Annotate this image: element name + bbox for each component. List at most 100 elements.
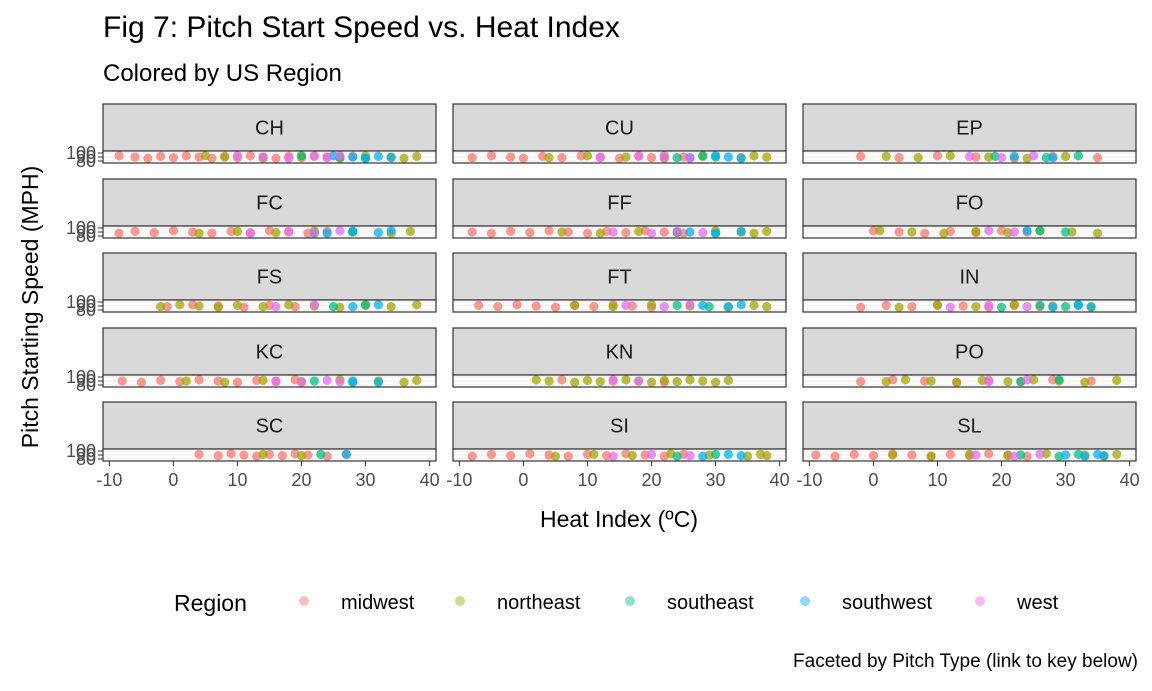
facet-panel-border bbox=[802, 374, 1137, 388]
point-midwest bbox=[194, 375, 204, 385]
legend: Region midwest northeast southeast southwes… bbox=[174, 590, 1059, 616]
point-midwest bbox=[252, 375, 262, 385]
facet-label-si: SI bbox=[610, 416, 629, 438]
y-tick-label: 100 bbox=[66, 367, 96, 387]
point-southeast bbox=[1041, 153, 1051, 163]
point-midwest bbox=[239, 450, 249, 460]
point-west bbox=[322, 375, 332, 385]
chart-subtitle: Colored by US Region bbox=[103, 60, 342, 87]
facet-label-kc: KC bbox=[256, 342, 284, 364]
facet-strip-fo bbox=[802, 178, 1137, 227]
x-tick-label: 10 bbox=[227, 470, 247, 490]
point-west bbox=[1009, 227, 1019, 237]
point-southwest bbox=[736, 153, 746, 163]
point-northeast bbox=[1080, 377, 1090, 387]
point-midwest bbox=[213, 451, 223, 461]
point-midwest bbox=[525, 449, 535, 459]
y-tick-label: 80 bbox=[76, 151, 96, 171]
point-northeast bbox=[181, 376, 191, 386]
point-midwest bbox=[830, 451, 840, 461]
point-southwest bbox=[1009, 151, 1019, 161]
point-west bbox=[621, 300, 631, 310]
point-northeast bbox=[1028, 375, 1039, 385]
point-midwest bbox=[894, 153, 904, 163]
point-west bbox=[685, 451, 695, 461]
point-northeast bbox=[386, 302, 396, 312]
point-southwest bbox=[373, 377, 383, 387]
y-axis-title: Pitch Starting Speed (MPH) bbox=[17, 166, 43, 449]
point-southeast bbox=[996, 302, 1007, 312]
point-southwest bbox=[723, 302, 733, 312]
point-west bbox=[659, 152, 669, 162]
facet-panel-border bbox=[452, 448, 787, 462]
point-northeast bbox=[271, 228, 281, 238]
point-southwest bbox=[1060, 450, 1071, 460]
chart-title: Fig 7: Pitch Start Speed vs. Heat Index bbox=[103, 11, 620, 44]
facet-label-sl: SL bbox=[957, 416, 981, 438]
legend-key-midwest bbox=[299, 596, 309, 606]
point-west bbox=[659, 302, 669, 312]
point-west bbox=[284, 153, 294, 163]
point-northeast bbox=[213, 302, 223, 312]
point-northeast bbox=[762, 302, 772, 312]
x-tick-label: 20 bbox=[992, 470, 1012, 490]
facet-strip-ft bbox=[452, 252, 787, 301]
point-midwest bbox=[945, 449, 955, 459]
point-southwest bbox=[348, 152, 358, 162]
point-midwest bbox=[486, 151, 497, 161]
facet-panel-border bbox=[802, 299, 1137, 313]
y-tick-label: 80 bbox=[76, 300, 96, 320]
point-midwest bbox=[506, 451, 516, 461]
x-tick-label: 30 bbox=[1056, 470, 1076, 490]
facet-label-fs: FS bbox=[257, 267, 283, 289]
point-southeast bbox=[316, 449, 326, 459]
y-tick-label: 90 bbox=[76, 147, 96, 167]
point-west bbox=[608, 375, 618, 385]
point-west bbox=[996, 153, 1007, 163]
facet-label-cu: CU bbox=[605, 118, 634, 140]
point-northeast bbox=[971, 302, 981, 312]
point-northeast bbox=[932, 300, 943, 310]
point-southwest bbox=[736, 451, 746, 461]
point-southeast bbox=[360, 300, 371, 310]
point-southeast bbox=[698, 151, 708, 161]
point-southwest bbox=[322, 228, 332, 238]
y-tick-label: 80 bbox=[76, 226, 96, 246]
point-west bbox=[1022, 302, 1032, 312]
point-southwest bbox=[348, 302, 358, 312]
facet-label-po: PO bbox=[955, 342, 984, 364]
point-northeast bbox=[194, 301, 204, 311]
point-northeast bbox=[875, 226, 885, 236]
point-southwest bbox=[723, 449, 733, 459]
point-northeast bbox=[762, 226, 772, 236]
facet-label-fc: FC bbox=[256, 193, 283, 215]
point-midwest bbox=[531, 301, 541, 311]
point-northeast bbox=[550, 451, 561, 461]
point-northeast bbox=[284, 300, 294, 310]
point-midwest bbox=[659, 227, 669, 237]
point-northeast bbox=[723, 375, 733, 385]
point-midwest bbox=[162, 302, 172, 312]
facet-label-ch: CH bbox=[255, 118, 284, 140]
point-northeast bbox=[1003, 377, 1013, 387]
point-southwest bbox=[1086, 302, 1096, 312]
point-southwest bbox=[685, 227, 695, 237]
facet-strip-in bbox=[802, 252, 1137, 301]
point-southeast bbox=[1054, 375, 1064, 385]
point-southwest bbox=[1073, 300, 1083, 310]
point-northeast bbox=[646, 300, 657, 310]
point-midwest bbox=[856, 151, 866, 161]
point-midwest bbox=[958, 301, 968, 311]
point-west bbox=[335, 377, 345, 387]
point-west bbox=[309, 151, 319, 161]
point-west bbox=[1022, 375, 1032, 385]
point-northeast bbox=[412, 151, 422, 161]
point-midwest bbox=[277, 451, 287, 461]
point-northeast bbox=[1112, 449, 1122, 459]
point-midwest bbox=[525, 228, 535, 238]
point-midwest bbox=[486, 449, 497, 459]
point-west bbox=[271, 302, 281, 312]
point-west bbox=[1009, 451, 1019, 461]
point-southeast bbox=[328, 302, 339, 312]
